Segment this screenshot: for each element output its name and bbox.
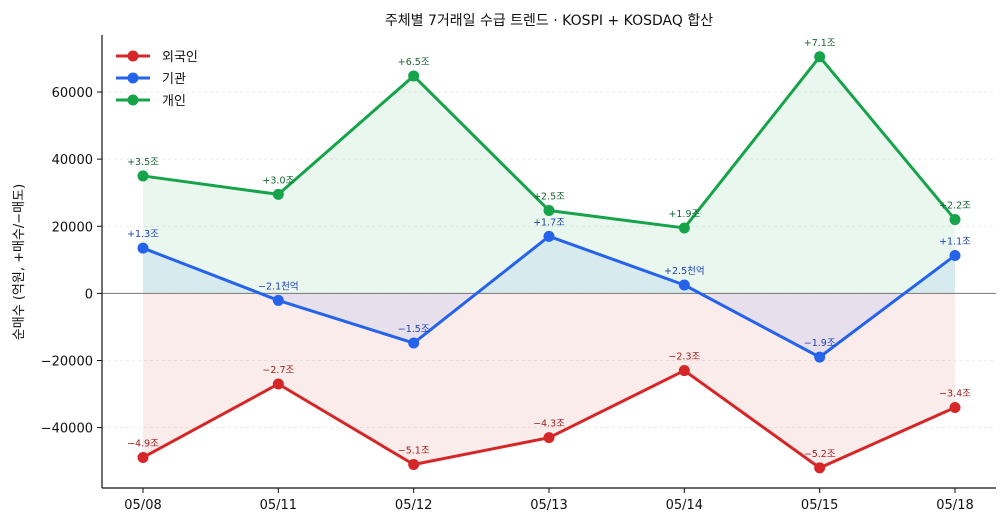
data-point bbox=[272, 378, 284, 390]
y-tick-label: −40000 bbox=[41, 422, 93, 437]
legend-label: 외국인 bbox=[162, 50, 198, 65]
data-point bbox=[272, 294, 284, 306]
data-point bbox=[949, 401, 961, 413]
data-point bbox=[137, 242, 149, 254]
data-point bbox=[543, 230, 555, 242]
data-label: +1.1조 bbox=[939, 236, 971, 247]
data-label: +1.7조 bbox=[533, 217, 565, 228]
data-point bbox=[272, 188, 284, 200]
y-axis-label: 순매수 (억원, +매수/−매도) bbox=[12, 184, 27, 340]
series-fills bbox=[143, 56, 955, 468]
data-label: −4.9조 bbox=[127, 438, 159, 449]
data-label: +7.1조 bbox=[804, 38, 836, 49]
data-point bbox=[678, 279, 690, 291]
data-label: −1.9조 bbox=[804, 338, 836, 349]
legend-marker bbox=[127, 50, 139, 62]
data-label: +3.0조 bbox=[262, 175, 294, 186]
y-tick-label: 20000 bbox=[52, 220, 93, 235]
x-tick-label: 05/14 bbox=[666, 498, 703, 513]
data-point bbox=[678, 365, 690, 377]
data-point bbox=[543, 432, 555, 444]
data-point bbox=[678, 222, 690, 234]
data-label: −4.3조 bbox=[533, 419, 565, 430]
data-point bbox=[814, 351, 826, 363]
legend-label: 개인 bbox=[162, 94, 186, 109]
series-fill bbox=[143, 236, 955, 358]
data-labels: −4.9조 −2.7조 −5.1조 −4.3조 −2.3조 −5.2조 −3.4조 +1.3조… bbox=[127, 38, 971, 460]
x-tick-labels: 05/08 05/11 05/12 05/13 05/14 05/15 05/18 bbox=[124, 488, 974, 513]
legend-marker bbox=[127, 94, 139, 106]
y-tick-label: 40000 bbox=[52, 153, 93, 168]
data-label: +2.2조 bbox=[939, 201, 971, 212]
series-fill bbox=[143, 56, 955, 294]
data-label: +2.5천억 bbox=[664, 265, 705, 277]
data-label: +3.5조 bbox=[127, 157, 159, 168]
data-label: −2.3조 bbox=[668, 352, 700, 363]
data-point bbox=[137, 451, 149, 463]
data-label: +6.5조 bbox=[398, 57, 430, 68]
chart-title: 주체별 7거래일 수급 트렌드 · KOSPI + KOSDAQ 합산 bbox=[385, 13, 713, 29]
data-point bbox=[408, 70, 420, 82]
y-tick-label: 60000 bbox=[52, 86, 93, 101]
data-label: −5.2조 bbox=[804, 449, 836, 460]
data-point bbox=[814, 462, 826, 474]
data-label: −1.5조 bbox=[398, 324, 430, 335]
x-tick-label: 05/18 bbox=[936, 498, 973, 513]
data-label: +1.3조 bbox=[127, 229, 159, 240]
data-point bbox=[408, 337, 420, 349]
y-tick-label: −20000 bbox=[41, 354, 93, 369]
data-point bbox=[949, 214, 961, 226]
legend-label: 기관 bbox=[162, 72, 186, 87]
legend-marker bbox=[127, 72, 139, 84]
x-tick-label: 05/08 bbox=[124, 498, 161, 513]
data-label: +1.9조 bbox=[668, 209, 700, 220]
data-label: −3.4조 bbox=[939, 388, 971, 399]
y-tick-labels: −40000 −20000 0 20000 40000 60000 bbox=[41, 86, 102, 437]
data-point bbox=[814, 51, 826, 63]
x-tick-label: 05/11 bbox=[260, 498, 297, 513]
x-tick-label: 05/13 bbox=[530, 498, 567, 513]
data-label: −2.1천억 bbox=[258, 280, 299, 292]
data-label: −5.1조 bbox=[398, 446, 430, 457]
data-point bbox=[137, 170, 149, 182]
data-point bbox=[408, 459, 420, 471]
data-point bbox=[543, 204, 555, 216]
series-points bbox=[137, 51, 961, 474]
data-label: +2.5조 bbox=[533, 191, 565, 202]
data-point bbox=[949, 249, 961, 261]
y-tick-label: 0 bbox=[85, 287, 93, 302]
x-tick-label: 05/12 bbox=[395, 498, 432, 513]
data-label: −2.7조 bbox=[262, 365, 294, 376]
x-tick-label: 05/15 bbox=[801, 498, 838, 513]
